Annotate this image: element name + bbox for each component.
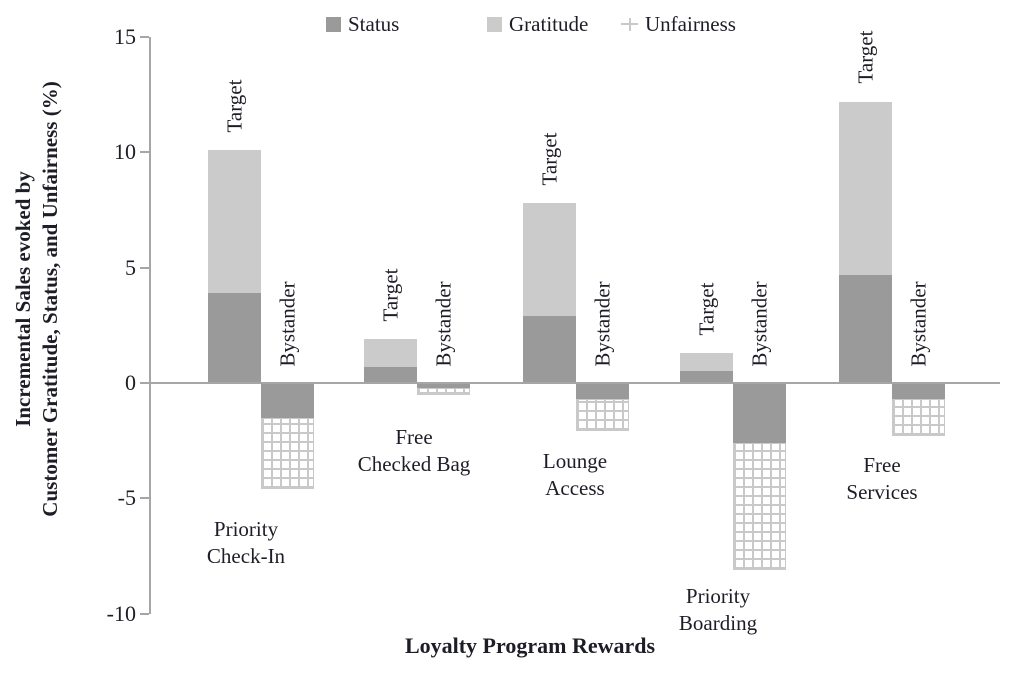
bar-segment-unfairness-bystander — [892, 399, 945, 437]
bar-label-bystander: Bystander — [747, 281, 772, 367]
bar-segment-status-bystander — [733, 383, 786, 443]
y-tick-label: 5 — [125, 254, 136, 280]
y-tick-mark — [140, 382, 149, 384]
bar-segment-status-target — [839, 274, 892, 383]
bar-segment-status-bystander — [261, 383, 314, 418]
gratitude-swatch-icon — [487, 16, 502, 32]
bar-segment-unfairness-bystander — [733, 442, 786, 570]
bar-segment-gratitude-target — [523, 203, 576, 317]
bar-label-target: Target — [694, 282, 719, 336]
bar-segment-gratitude-target — [364, 339, 417, 367]
y-tick-label: -10 — [106, 600, 136, 626]
bar-segment-gratitude-target — [839, 101, 892, 275]
bar-label-bystander: Bystander — [431, 281, 456, 367]
legend-label-unfairness: Unfairness — [645, 12, 736, 36]
bar-segment-status-bystander — [892, 383, 945, 400]
y-tick-label: 15 — [114, 24, 136, 49]
bar-label-target: Target — [537, 132, 562, 186]
legend-item-gratitude: Gratitude — [487, 13, 588, 35]
category-label: Priority Boarding — [678, 584, 758, 635]
y-tick-mark — [140, 36, 149, 38]
bar-label-target: Target — [222, 79, 247, 133]
category-label: Free Checked Bag — [357, 425, 471, 476]
legend-label-status: Status — [348, 12, 400, 36]
bar-segment-status-bystander — [417, 383, 470, 388]
bar-segment-status-target — [680, 371, 733, 383]
bar-segment-status-target — [523, 316, 576, 383]
y-tick-mark — [140, 151, 149, 154]
category-label: Lounge Access — [542, 449, 608, 500]
unfairness-crosshatch-icon — [621, 17, 638, 32]
legend-item-status: Status — [326, 13, 399, 35]
legend-item-unfairness: Unfairness — [621, 13, 736, 35]
y-tick-mark — [140, 266, 149, 269]
y-tick-mark — [140, 497, 149, 500]
bar-segment-status-target — [364, 366, 417, 383]
bar-label-target: Target — [378, 268, 403, 322]
category-label: Priority Check-In — [206, 517, 286, 568]
bar-segment-unfairness-bystander — [576, 399, 629, 432]
y-tick-label: -5 — [117, 485, 136, 511]
bar-label-bystander: Bystander — [275, 281, 300, 367]
status-swatch-icon — [326, 16, 341, 32]
legend-label-gratitude: Gratitude — [509, 12, 589, 36]
x-axis-title: Loyalty Program Rewards — [404, 633, 656, 658]
bar-segment-status-bystander — [576, 383, 629, 400]
bar-segment-gratitude-target — [680, 353, 733, 372]
y-tick-label: 10 — [114, 139, 136, 165]
y-axis-line — [149, 37, 151, 614]
y-tick-mark — [140, 612, 149, 615]
bar-segment-unfairness-bystander — [417, 387, 470, 395]
bar-segment-unfairness-bystander — [261, 417, 314, 490]
y-tick-label: 0 — [125, 370, 136, 395]
bar-segment-status-target — [208, 293, 261, 383]
bar-label-target: Target — [853, 30, 878, 84]
category-label: Free Services — [846, 453, 918, 504]
bar-label-bystander: Bystander — [590, 281, 615, 367]
bar-segment-gratitude-target — [208, 150, 261, 294]
x-axis-zero-line — [149, 382, 1000, 384]
bar-label-bystander: Bystander — [906, 281, 931, 367]
